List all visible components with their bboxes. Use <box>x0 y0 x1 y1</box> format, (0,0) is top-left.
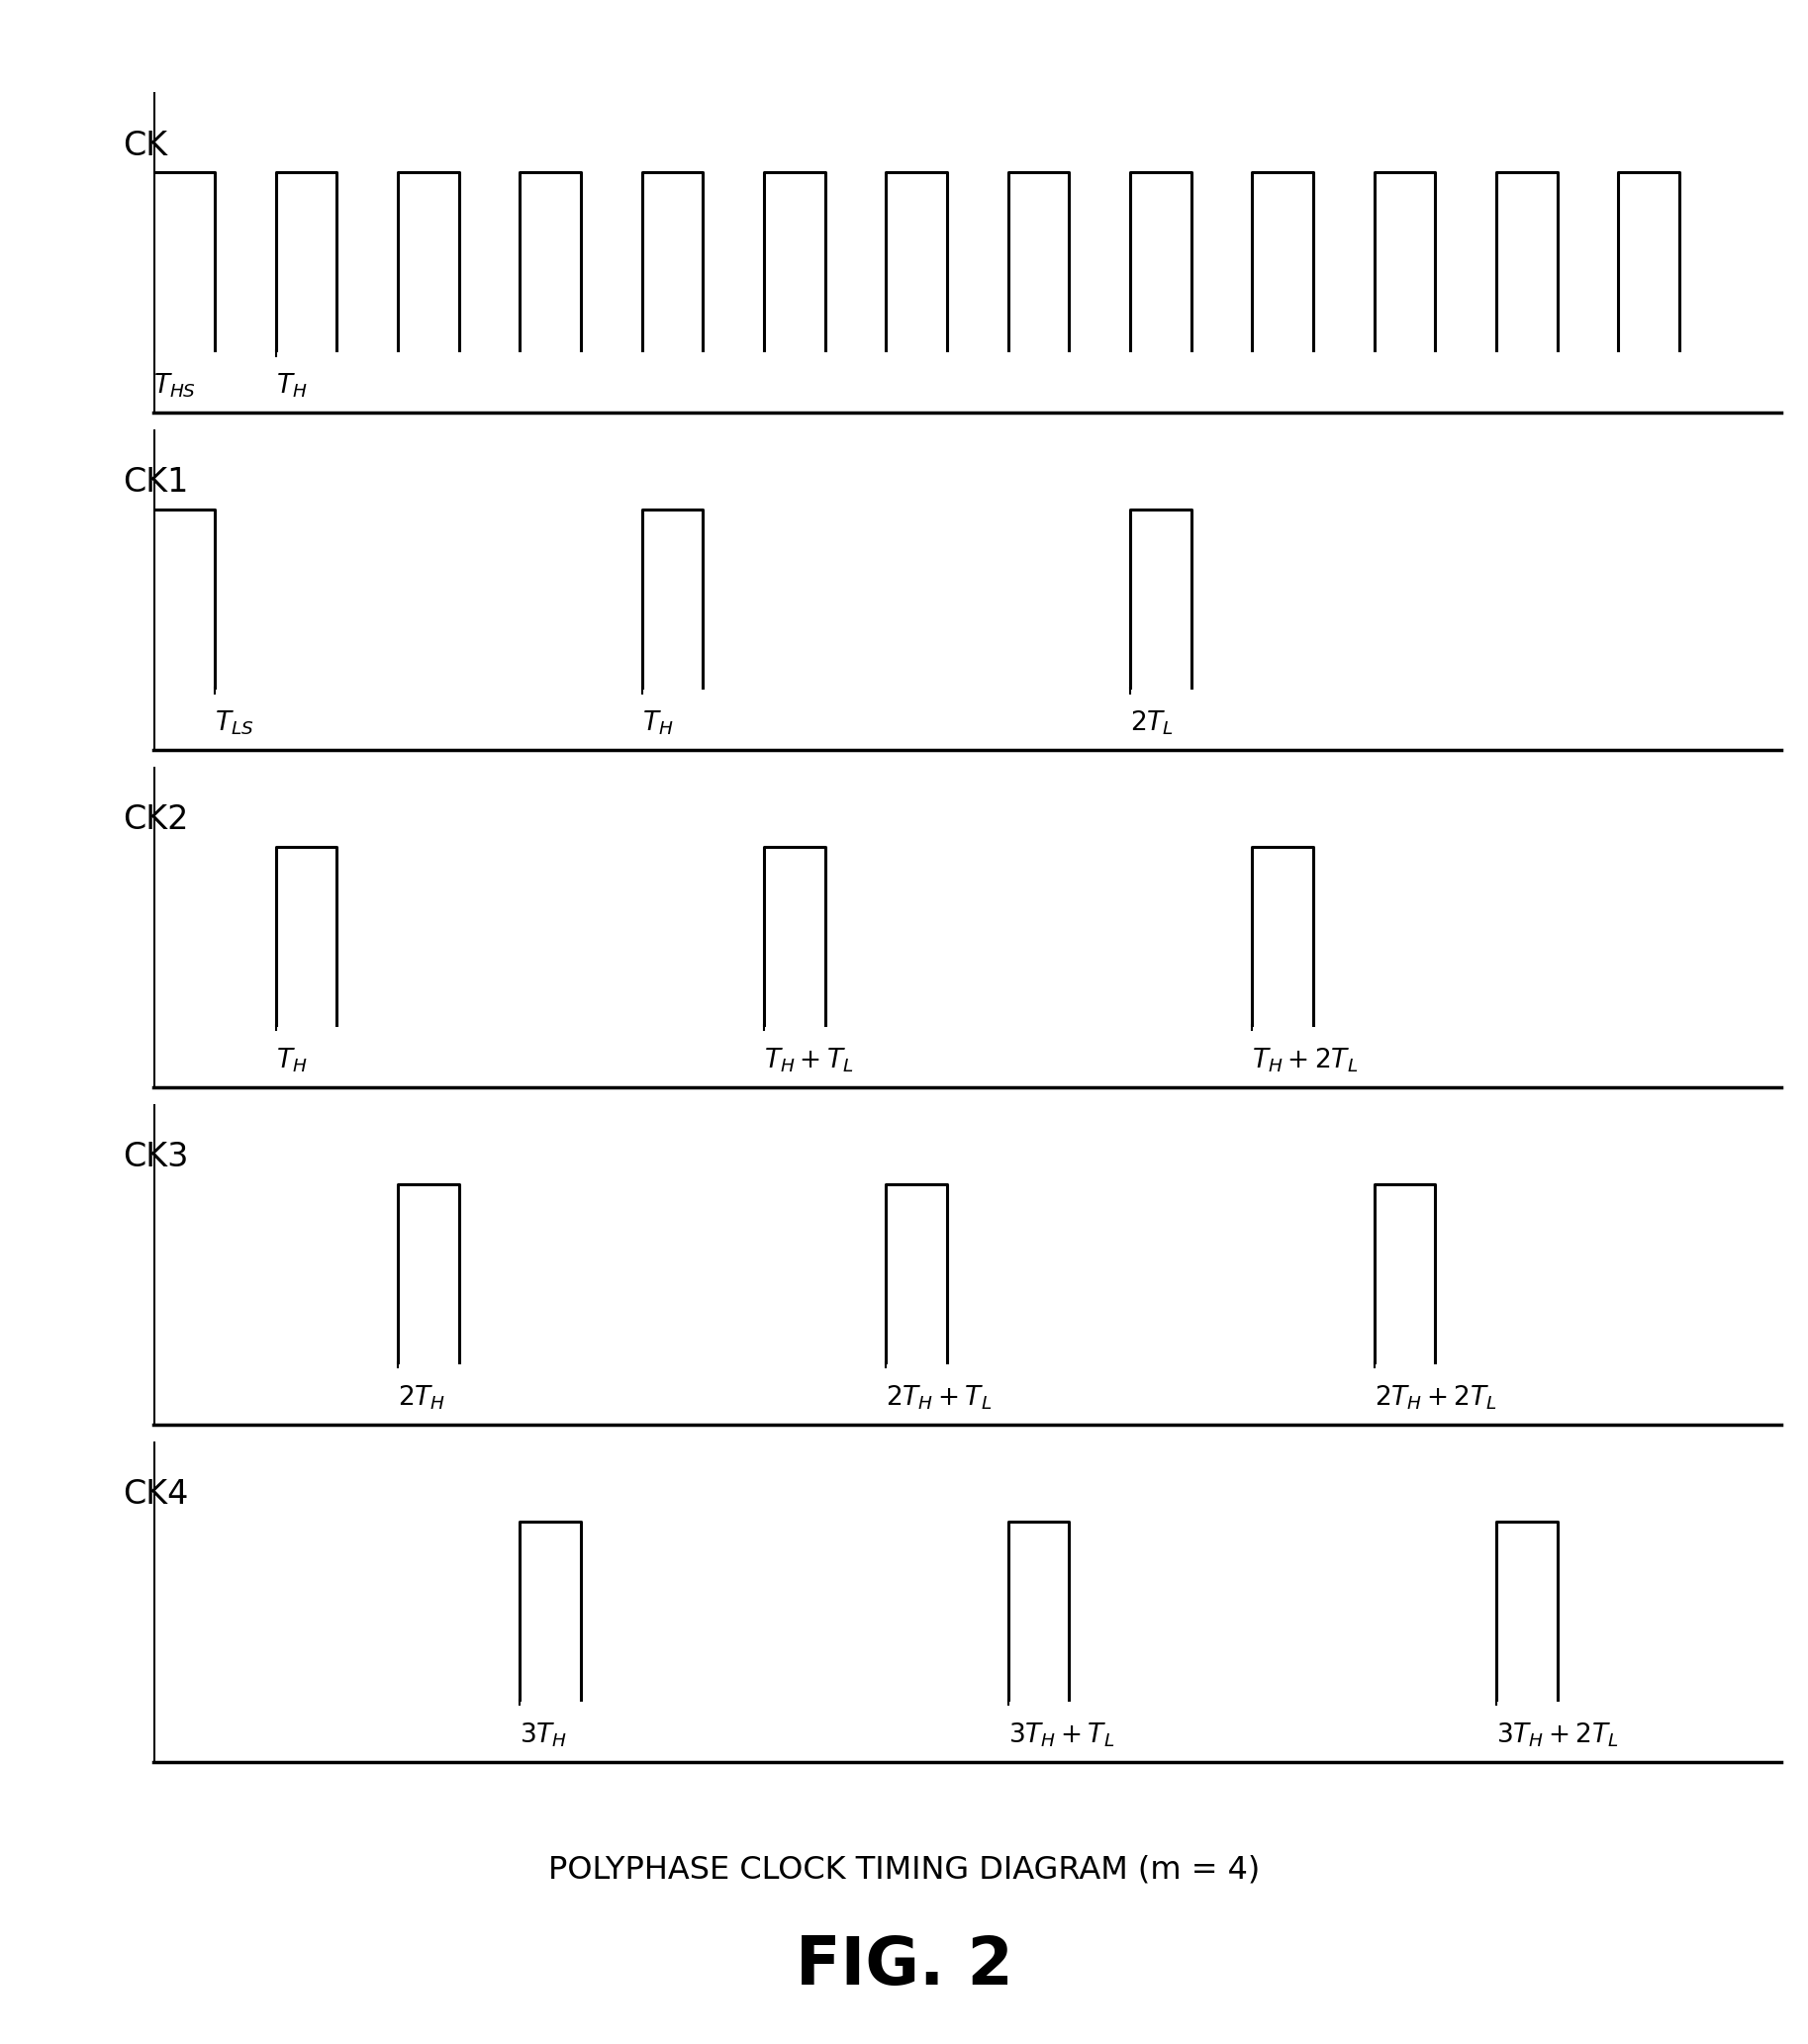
Text: CK1: CK1 <box>123 466 188 499</box>
Text: $T_{H}+2T_{L}$: $T_{H}+2T_{L}$ <box>1253 1047 1358 1075</box>
Text: $2T_{H}$: $2T_{H}$ <box>398 1384 445 1412</box>
Text: CK4: CK4 <box>123 1478 188 1511</box>
Text: $3T_{H}$: $3T_{H}$ <box>521 1721 568 1750</box>
Text: $2T_{L}$: $2T_{L}$ <box>1130 709 1173 738</box>
Text: $T_{LS}$: $T_{LS}$ <box>215 709 253 738</box>
Text: CK3: CK3 <box>123 1141 188 1173</box>
Text: $T_{H}$: $T_{H}$ <box>275 1047 307 1075</box>
Text: $3T_{H}+T_{L}$: $3T_{H}+T_{L}$ <box>1009 1721 1114 1750</box>
Text: FIG. 2: FIG. 2 <box>796 1934 1012 1999</box>
Text: POLYPHASE CLOCK TIMING DIAGRAM (m = 4): POLYPHASE CLOCK TIMING DIAGRAM (m = 4) <box>548 1854 1260 1887</box>
Text: $T_{HS}$: $T_{HS}$ <box>154 372 197 401</box>
Text: $2T_{H}+T_{L}$: $2T_{H}+T_{L}$ <box>886 1384 993 1412</box>
Text: $2T_{H}+2T_{L}$: $2T_{H}+2T_{L}$ <box>1374 1384 1497 1412</box>
Text: $3T_{H}+2T_{L}$: $3T_{H}+2T_{L}$ <box>1497 1721 1618 1750</box>
Text: CK2: CK2 <box>123 803 190 836</box>
Text: $T_{H}$: $T_{H}$ <box>642 709 673 738</box>
Text: $T_{H}+T_{L}$: $T_{H}+T_{L}$ <box>765 1047 853 1075</box>
Text: $T_{H}$: $T_{H}$ <box>275 372 307 401</box>
Text: CK: CK <box>123 129 168 161</box>
